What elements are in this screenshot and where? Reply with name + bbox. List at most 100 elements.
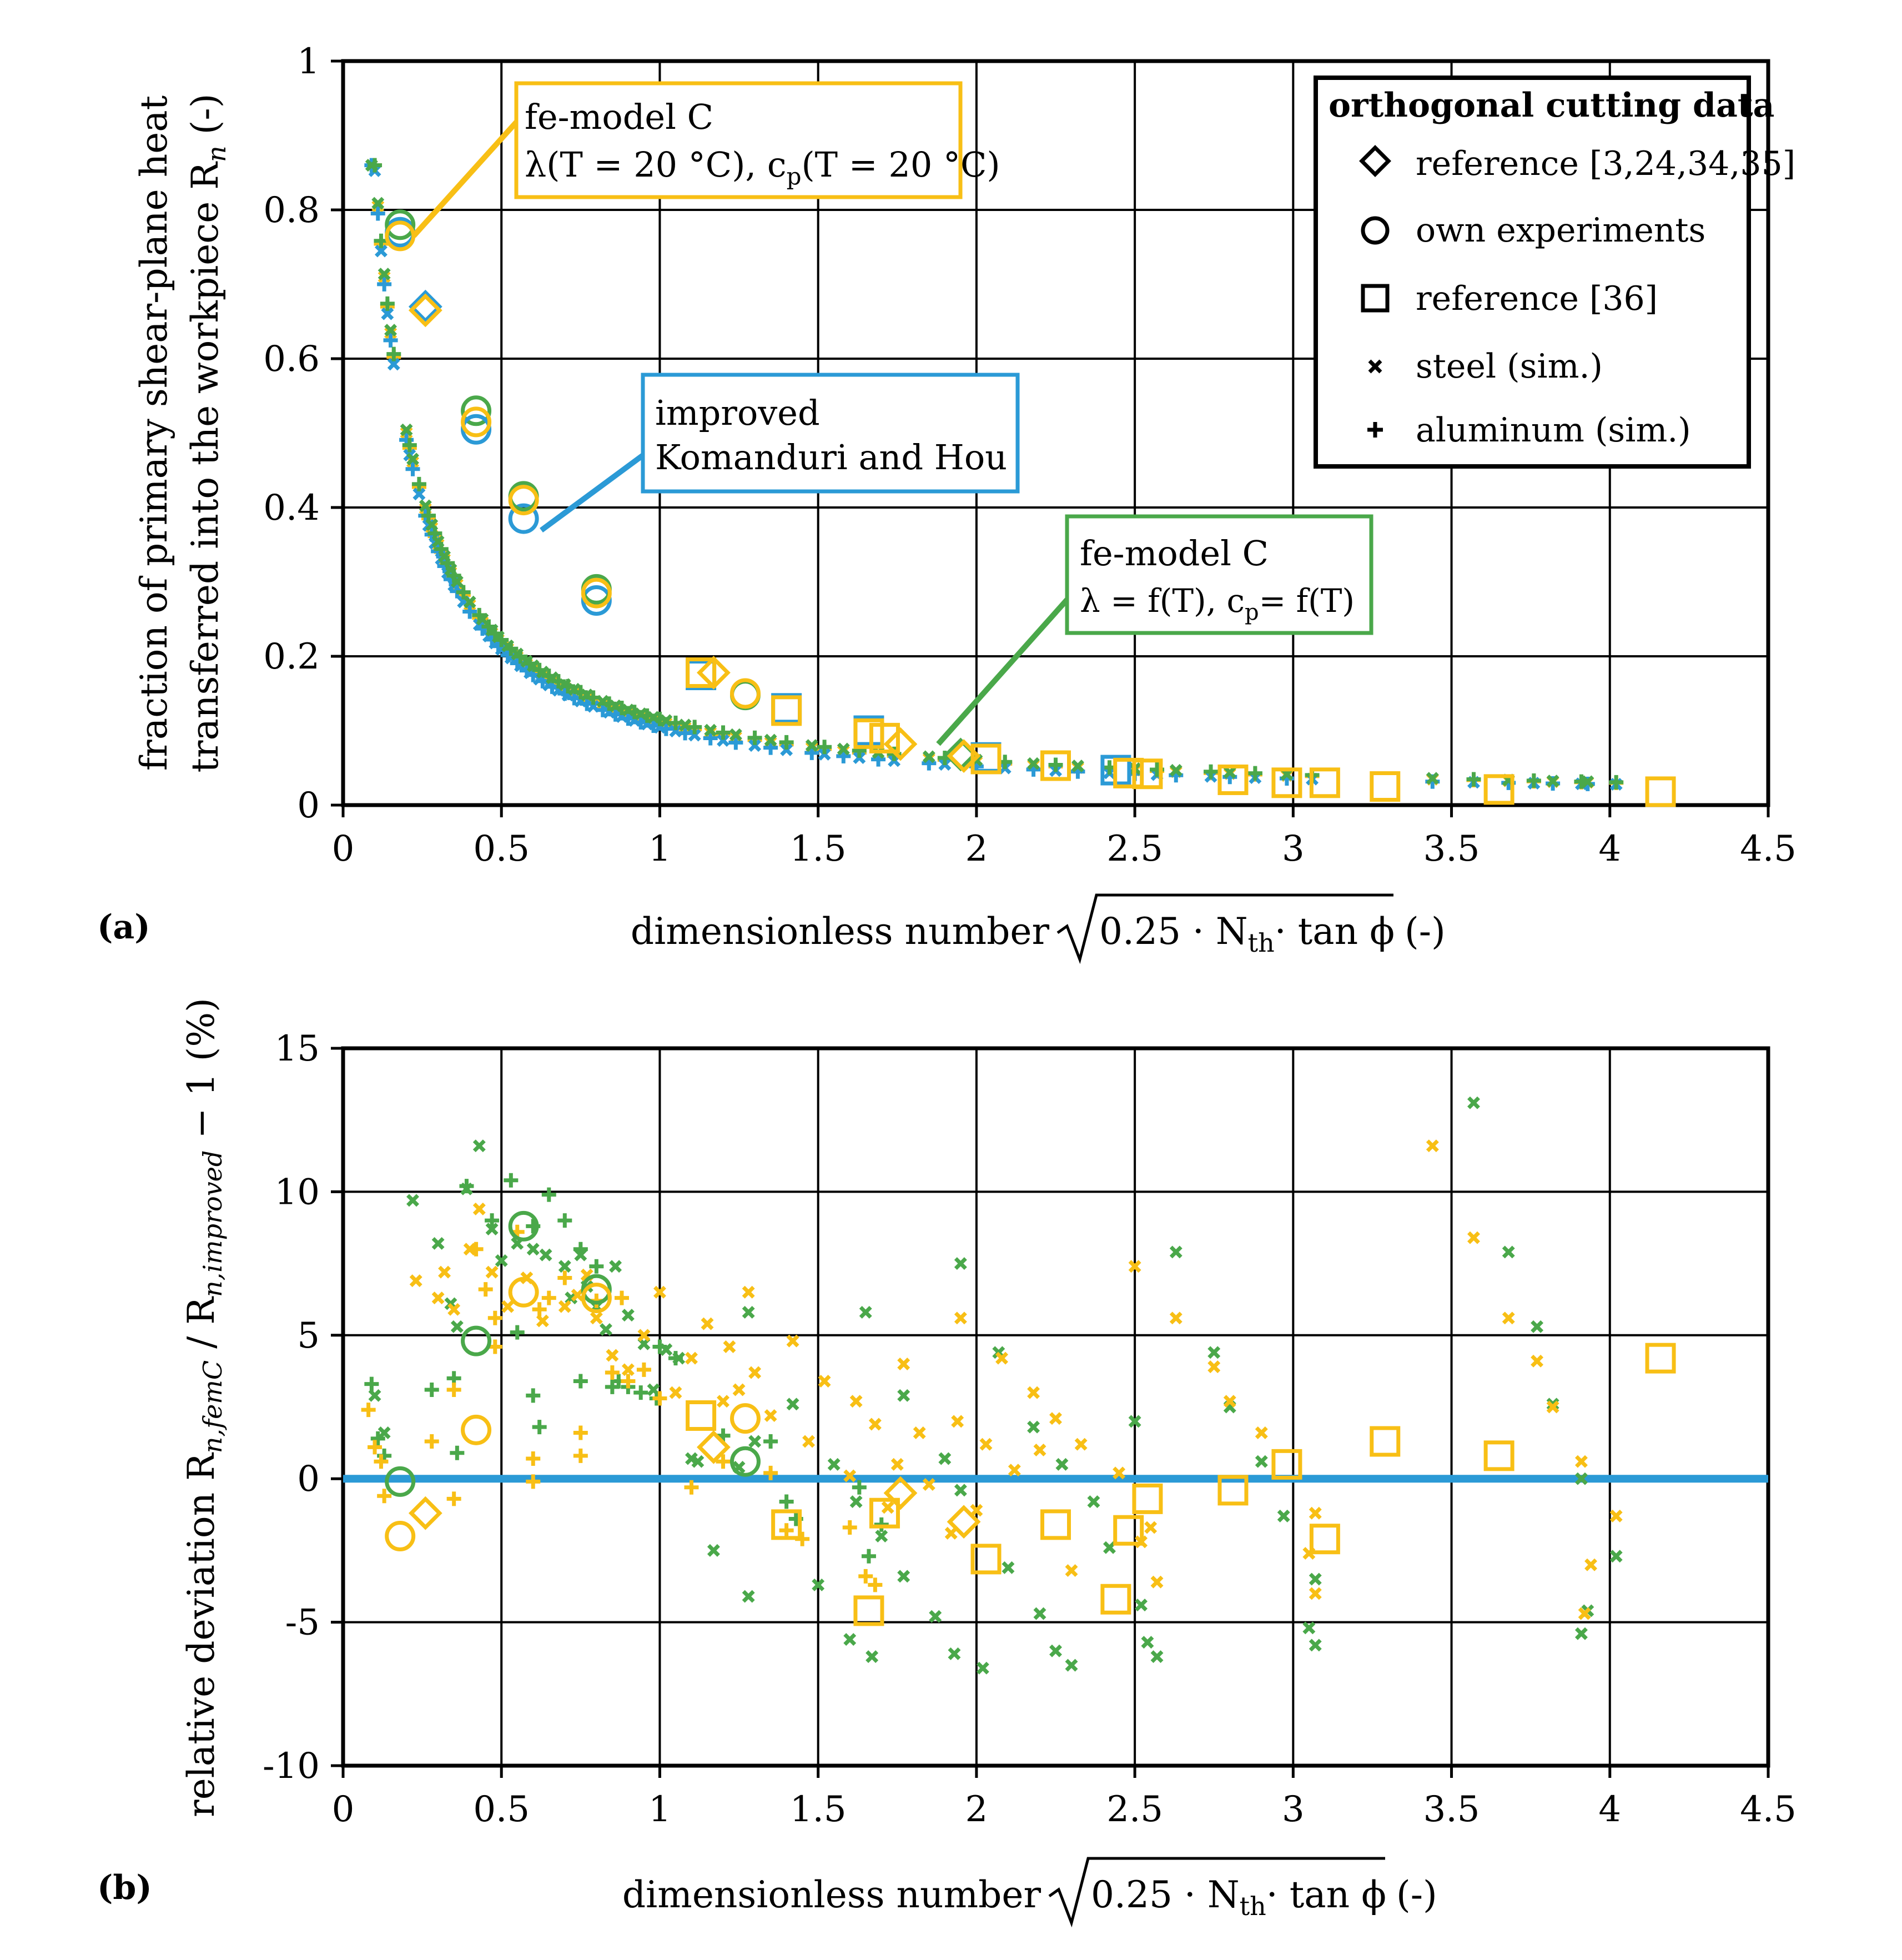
marker-x: [384, 324, 397, 337]
marker-circle: [729, 678, 761, 709]
marker-x: [1584, 1558, 1598, 1571]
marker-x: [1467, 1096, 1480, 1109]
marker-x: [1055, 1458, 1069, 1471]
legend-plus-marker: [1367, 422, 1383, 438]
marker-plus: [557, 1213, 572, 1228]
x-tick-label: 4.5: [1740, 1789, 1797, 1830]
marker-plus: [763, 740, 778, 755]
legend-entry-aluminum: aluminum (sim.): [1416, 411, 1691, 450]
marker-x: [1033, 1607, 1046, 1620]
marker-square: [1645, 1343, 1676, 1374]
x-tick-label: 3: [1282, 1789, 1305, 1830]
marker-x: [1609, 1550, 1623, 1563]
marker-x: [685, 1351, 698, 1365]
points-b: [361, 1096, 1676, 1675]
marker-x: [1502, 1311, 1515, 1325]
x-label-b-unit: (-): [1396, 1873, 1437, 1916]
marker-circle: [581, 577, 612, 609]
marker-x: [1223, 1395, 1236, 1408]
legend-x-marker: [1368, 359, 1382, 374]
marker-plus: [478, 1282, 493, 1297]
marker-x: [1546, 775, 1559, 788]
marker-x: [764, 733, 777, 747]
x-axis-label-a: dimensionless number 0.25 · Nth· tan ϕ (…: [631, 893, 1446, 964]
green-annotation-leader: [936, 597, 1069, 746]
legend-circle-marker: [1361, 216, 1390, 245]
marker-circle: [508, 1210, 539, 1242]
marker-plus: [573, 1448, 588, 1463]
marker-x: [802, 1435, 816, 1448]
marker-x: [1065, 1564, 1078, 1577]
x-axis-label-b: dimensionless number 0.25 · Nth· tan ϕ (…: [622, 1857, 1437, 1928]
marker-plus: [1204, 764, 1219, 779]
marker-plus: [1247, 766, 1262, 781]
marker-x: [1426, 1139, 1439, 1153]
legend-entry-reference: reference [3,24,34,35]: [1416, 144, 1795, 183]
blue-annotation-line2: Komanduri and Hou: [655, 437, 1007, 478]
marker-x: [691, 1455, 705, 1468]
marker-plus: [513, 649, 528, 664]
marker-plus: [361, 1403, 376, 1418]
marker-x: [1033, 1444, 1046, 1456]
marker-x: [951, 1415, 964, 1428]
marker-plus: [487, 1339, 502, 1354]
marker-x: [501, 1300, 515, 1313]
marker-x: [1574, 1455, 1588, 1468]
marker-x: [818, 747, 831, 761]
marker-x: [897, 1389, 910, 1402]
marker-x: [653, 1285, 666, 1299]
marker-x: [400, 423, 413, 436]
marker-plus: [747, 730, 762, 745]
marker-x: [536, 1314, 549, 1328]
marker-plus: [1466, 772, 1481, 787]
marker-x: [1581, 775, 1594, 788]
marker-plus: [485, 1213, 500, 1228]
marker-x: [406, 1194, 419, 1207]
marker-x: [447, 1303, 461, 1316]
x-label-a-prefix: dimensionless number: [631, 910, 1050, 953]
marker-x: [485, 1265, 499, 1279]
marker-x: [938, 1452, 952, 1465]
marker-circle: [581, 1274, 612, 1305]
marker-x: [374, 244, 388, 258]
marker-x: [1578, 1607, 1591, 1620]
marker-x: [1546, 1400, 1559, 1414]
marker-square: [1309, 767, 1340, 798]
marker-x: [1309, 1587, 1322, 1600]
marker-x: [995, 1351, 1008, 1365]
marker-circle: [729, 1446, 761, 1477]
y-tick-label: 10: [275, 1172, 320, 1213]
marker-x: [450, 1320, 464, 1333]
marker-x: [849, 1395, 863, 1408]
x-tick-label: 3.5: [1423, 828, 1480, 870]
marker-plus: [462, 604, 477, 619]
marker-x: [849, 1495, 863, 1509]
marker-x: [717, 1395, 730, 1408]
marker-x: [472, 1139, 486, 1153]
marker-diamond: [883, 1476, 918, 1510]
marker-circle: [729, 1403, 761, 1434]
marker-x: [868, 1418, 882, 1431]
marker-plus: [573, 1374, 588, 1389]
marker-x: [786, 1334, 799, 1348]
y-axis-label-b: relative deviation Rn,femC / Rn,improved…: [180, 998, 228, 1817]
marker-x: [1074, 1438, 1088, 1451]
marker-x: [431, 1291, 445, 1305]
marker-diamond: [408, 289, 442, 324]
marker-plus: [652, 1339, 667, 1354]
marker-diamond: [408, 1496, 442, 1530]
marker-plus: [573, 1242, 588, 1257]
marker-square: [686, 1400, 717, 1431]
x-tick-label: 0: [332, 1789, 355, 1830]
legend-entry-steel: steel (sim.): [1416, 347, 1603, 386]
marker-x: [406, 453, 419, 466]
x-tick-label: 1: [648, 828, 671, 870]
marker-x: [1002, 1561, 1015, 1574]
marker-plus: [526, 1474, 541, 1489]
marker-plus: [446, 1382, 461, 1397]
legend-entry-reference-36: reference [36]: [1416, 279, 1658, 318]
x-label-a-unit: (-): [1405, 910, 1446, 953]
marker-square: [1040, 1509, 1071, 1540]
marker-circle: [461, 1414, 492, 1445]
marker-x: [1128, 1415, 1141, 1428]
